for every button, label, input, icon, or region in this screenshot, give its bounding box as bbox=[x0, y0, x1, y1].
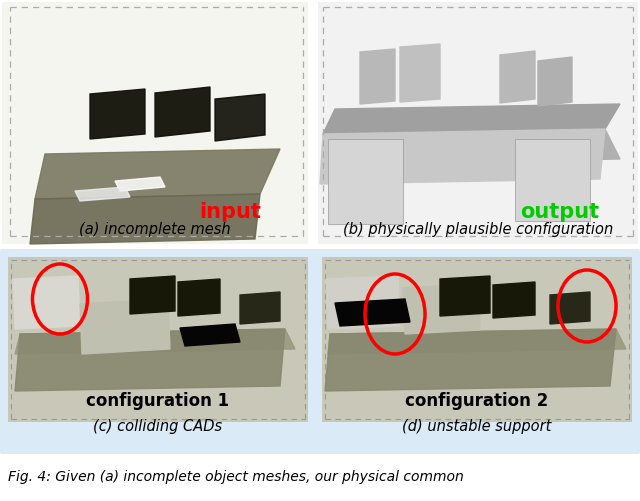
Polygon shape bbox=[240, 292, 280, 324]
Polygon shape bbox=[115, 177, 165, 191]
FancyBboxPatch shape bbox=[322, 257, 632, 422]
Polygon shape bbox=[30, 194, 260, 244]
Polygon shape bbox=[178, 279, 220, 316]
Polygon shape bbox=[90, 89, 145, 139]
Polygon shape bbox=[328, 329, 626, 354]
FancyBboxPatch shape bbox=[8, 257, 308, 422]
FancyBboxPatch shape bbox=[2, 2, 308, 244]
Polygon shape bbox=[440, 276, 490, 316]
Text: (c) colliding CADs: (c) colliding CADs bbox=[93, 419, 223, 434]
Text: configuration 2: configuration 2 bbox=[405, 392, 548, 410]
Polygon shape bbox=[400, 44, 440, 102]
Polygon shape bbox=[13, 276, 80, 329]
FancyBboxPatch shape bbox=[318, 2, 638, 244]
Polygon shape bbox=[130, 276, 175, 314]
FancyBboxPatch shape bbox=[328, 139, 403, 224]
Polygon shape bbox=[335, 299, 410, 326]
Polygon shape bbox=[500, 51, 535, 103]
Text: input: input bbox=[199, 202, 261, 222]
Text: configuration 1: configuration 1 bbox=[86, 392, 230, 410]
Polygon shape bbox=[15, 329, 285, 391]
Polygon shape bbox=[323, 129, 620, 164]
Polygon shape bbox=[75, 187, 130, 201]
Polygon shape bbox=[403, 284, 480, 334]
Polygon shape bbox=[320, 129, 605, 184]
Polygon shape bbox=[325, 329, 616, 391]
Text: Fig. 4: Given (a) incomplete object meshes, our physical common: Fig. 4: Given (a) incomplete object mesh… bbox=[8, 470, 464, 484]
Text: output: output bbox=[520, 202, 600, 222]
Polygon shape bbox=[326, 276, 400, 329]
Polygon shape bbox=[323, 104, 620, 134]
Text: (b) physically plausible configuration: (b) physically plausible configuration bbox=[343, 222, 613, 237]
Polygon shape bbox=[35, 149, 280, 199]
Text: (d) unstable support: (d) unstable support bbox=[403, 419, 552, 434]
Polygon shape bbox=[538, 57, 572, 106]
Polygon shape bbox=[493, 282, 535, 318]
Text: (a) incomplete mesh: (a) incomplete mesh bbox=[79, 222, 231, 237]
Polygon shape bbox=[550, 292, 590, 324]
Polygon shape bbox=[215, 94, 265, 141]
FancyBboxPatch shape bbox=[515, 139, 590, 221]
Polygon shape bbox=[180, 324, 240, 346]
Polygon shape bbox=[360, 49, 395, 104]
Polygon shape bbox=[15, 329, 295, 354]
FancyBboxPatch shape bbox=[0, 249, 640, 454]
Polygon shape bbox=[80, 299, 170, 354]
Polygon shape bbox=[155, 87, 210, 137]
